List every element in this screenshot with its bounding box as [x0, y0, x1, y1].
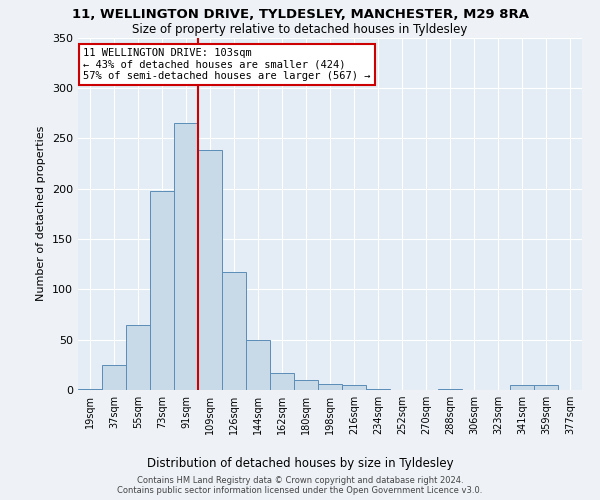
Bar	[246, 340, 270, 390]
Bar	[198, 150, 222, 390]
Bar	[534, 385, 558, 390]
Bar	[102, 365, 126, 390]
Y-axis label: Number of detached properties: Number of detached properties	[37, 126, 46, 302]
Bar	[174, 123, 198, 390]
Bar	[510, 385, 534, 390]
Bar	[126, 324, 150, 390]
Bar	[78, 389, 102, 390]
Bar	[438, 389, 462, 390]
Bar	[222, 272, 246, 390]
Bar	[294, 380, 318, 390]
Text: 11 WELLINGTON DRIVE: 103sqm
← 43% of detached houses are smaller (424)
57% of se: 11 WELLINGTON DRIVE: 103sqm ← 43% of det…	[83, 48, 371, 82]
Bar	[366, 389, 390, 390]
Text: 11, WELLINGTON DRIVE, TYLDESLEY, MANCHESTER, M29 8RA: 11, WELLINGTON DRIVE, TYLDESLEY, MANCHES…	[71, 8, 529, 20]
Bar	[150, 190, 174, 390]
Bar	[270, 373, 294, 390]
Text: Contains HM Land Registry data © Crown copyright and database right 2024.
Contai: Contains HM Land Registry data © Crown c…	[118, 476, 482, 495]
Text: Distribution of detached houses by size in Tyldesley: Distribution of detached houses by size …	[146, 458, 454, 470]
Text: Size of property relative to detached houses in Tyldesley: Size of property relative to detached ho…	[133, 22, 467, 36]
Bar	[318, 384, 342, 390]
Bar	[342, 385, 366, 390]
